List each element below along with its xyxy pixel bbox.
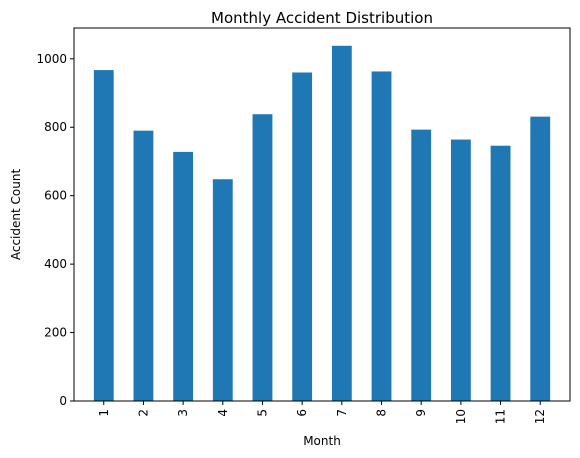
y-axis-label: Accident Count	[9, 169, 23, 261]
x-axis-ticks: 1 2 3 4 5 6 7 8 9 10 11 12	[97, 401, 547, 424]
x-tick-label: 3	[176, 409, 190, 417]
x-tick-label: 9	[414, 409, 428, 417]
bar-month-5	[252, 114, 273, 401]
bar-month-1	[93, 70, 114, 401]
bar-month-7	[331, 45, 352, 401]
y-tick-label: 1000	[36, 52, 67, 66]
bars-group	[93, 45, 551, 402]
bar-month-2	[133, 130, 154, 401]
bar-month-6	[292, 72, 313, 402]
y-tick-label: 800	[44, 120, 67, 134]
bar-month-8	[371, 71, 392, 402]
chart-title: Monthly Accident Distribution	[211, 9, 433, 27]
y-tick-label: 400	[44, 257, 67, 271]
x-tick-label: 5	[255, 409, 269, 417]
plot-frame	[73, 27, 571, 402]
bar-month-11	[490, 145, 511, 401]
bar-month-12	[530, 116, 551, 401]
x-tick-label: 12	[533, 409, 547, 424]
x-tick-label: 6	[295, 409, 309, 417]
x-tick-label: 10	[454, 409, 468, 424]
bar-month-9	[411, 129, 432, 401]
bar-month-4	[212, 179, 233, 401]
x-tick-label: 4	[216, 409, 230, 417]
y-axis-ticks: 0 200 400 600 800 1000	[36, 52, 74, 408]
bar-month-10	[450, 139, 471, 401]
x-tick-label: 11	[494, 409, 508, 424]
x-tick-label: 7	[335, 409, 349, 417]
x-tick-label: 1	[97, 409, 111, 417]
bar-month-3	[173, 151, 194, 401]
x-axis-label: Month	[303, 434, 341, 448]
y-tick-label: 200	[44, 326, 67, 340]
x-tick-label: 2	[136, 409, 150, 417]
y-tick-label: 0	[59, 394, 67, 408]
x-tick-label: 8	[375, 409, 389, 417]
y-tick-label: 600	[44, 189, 67, 203]
